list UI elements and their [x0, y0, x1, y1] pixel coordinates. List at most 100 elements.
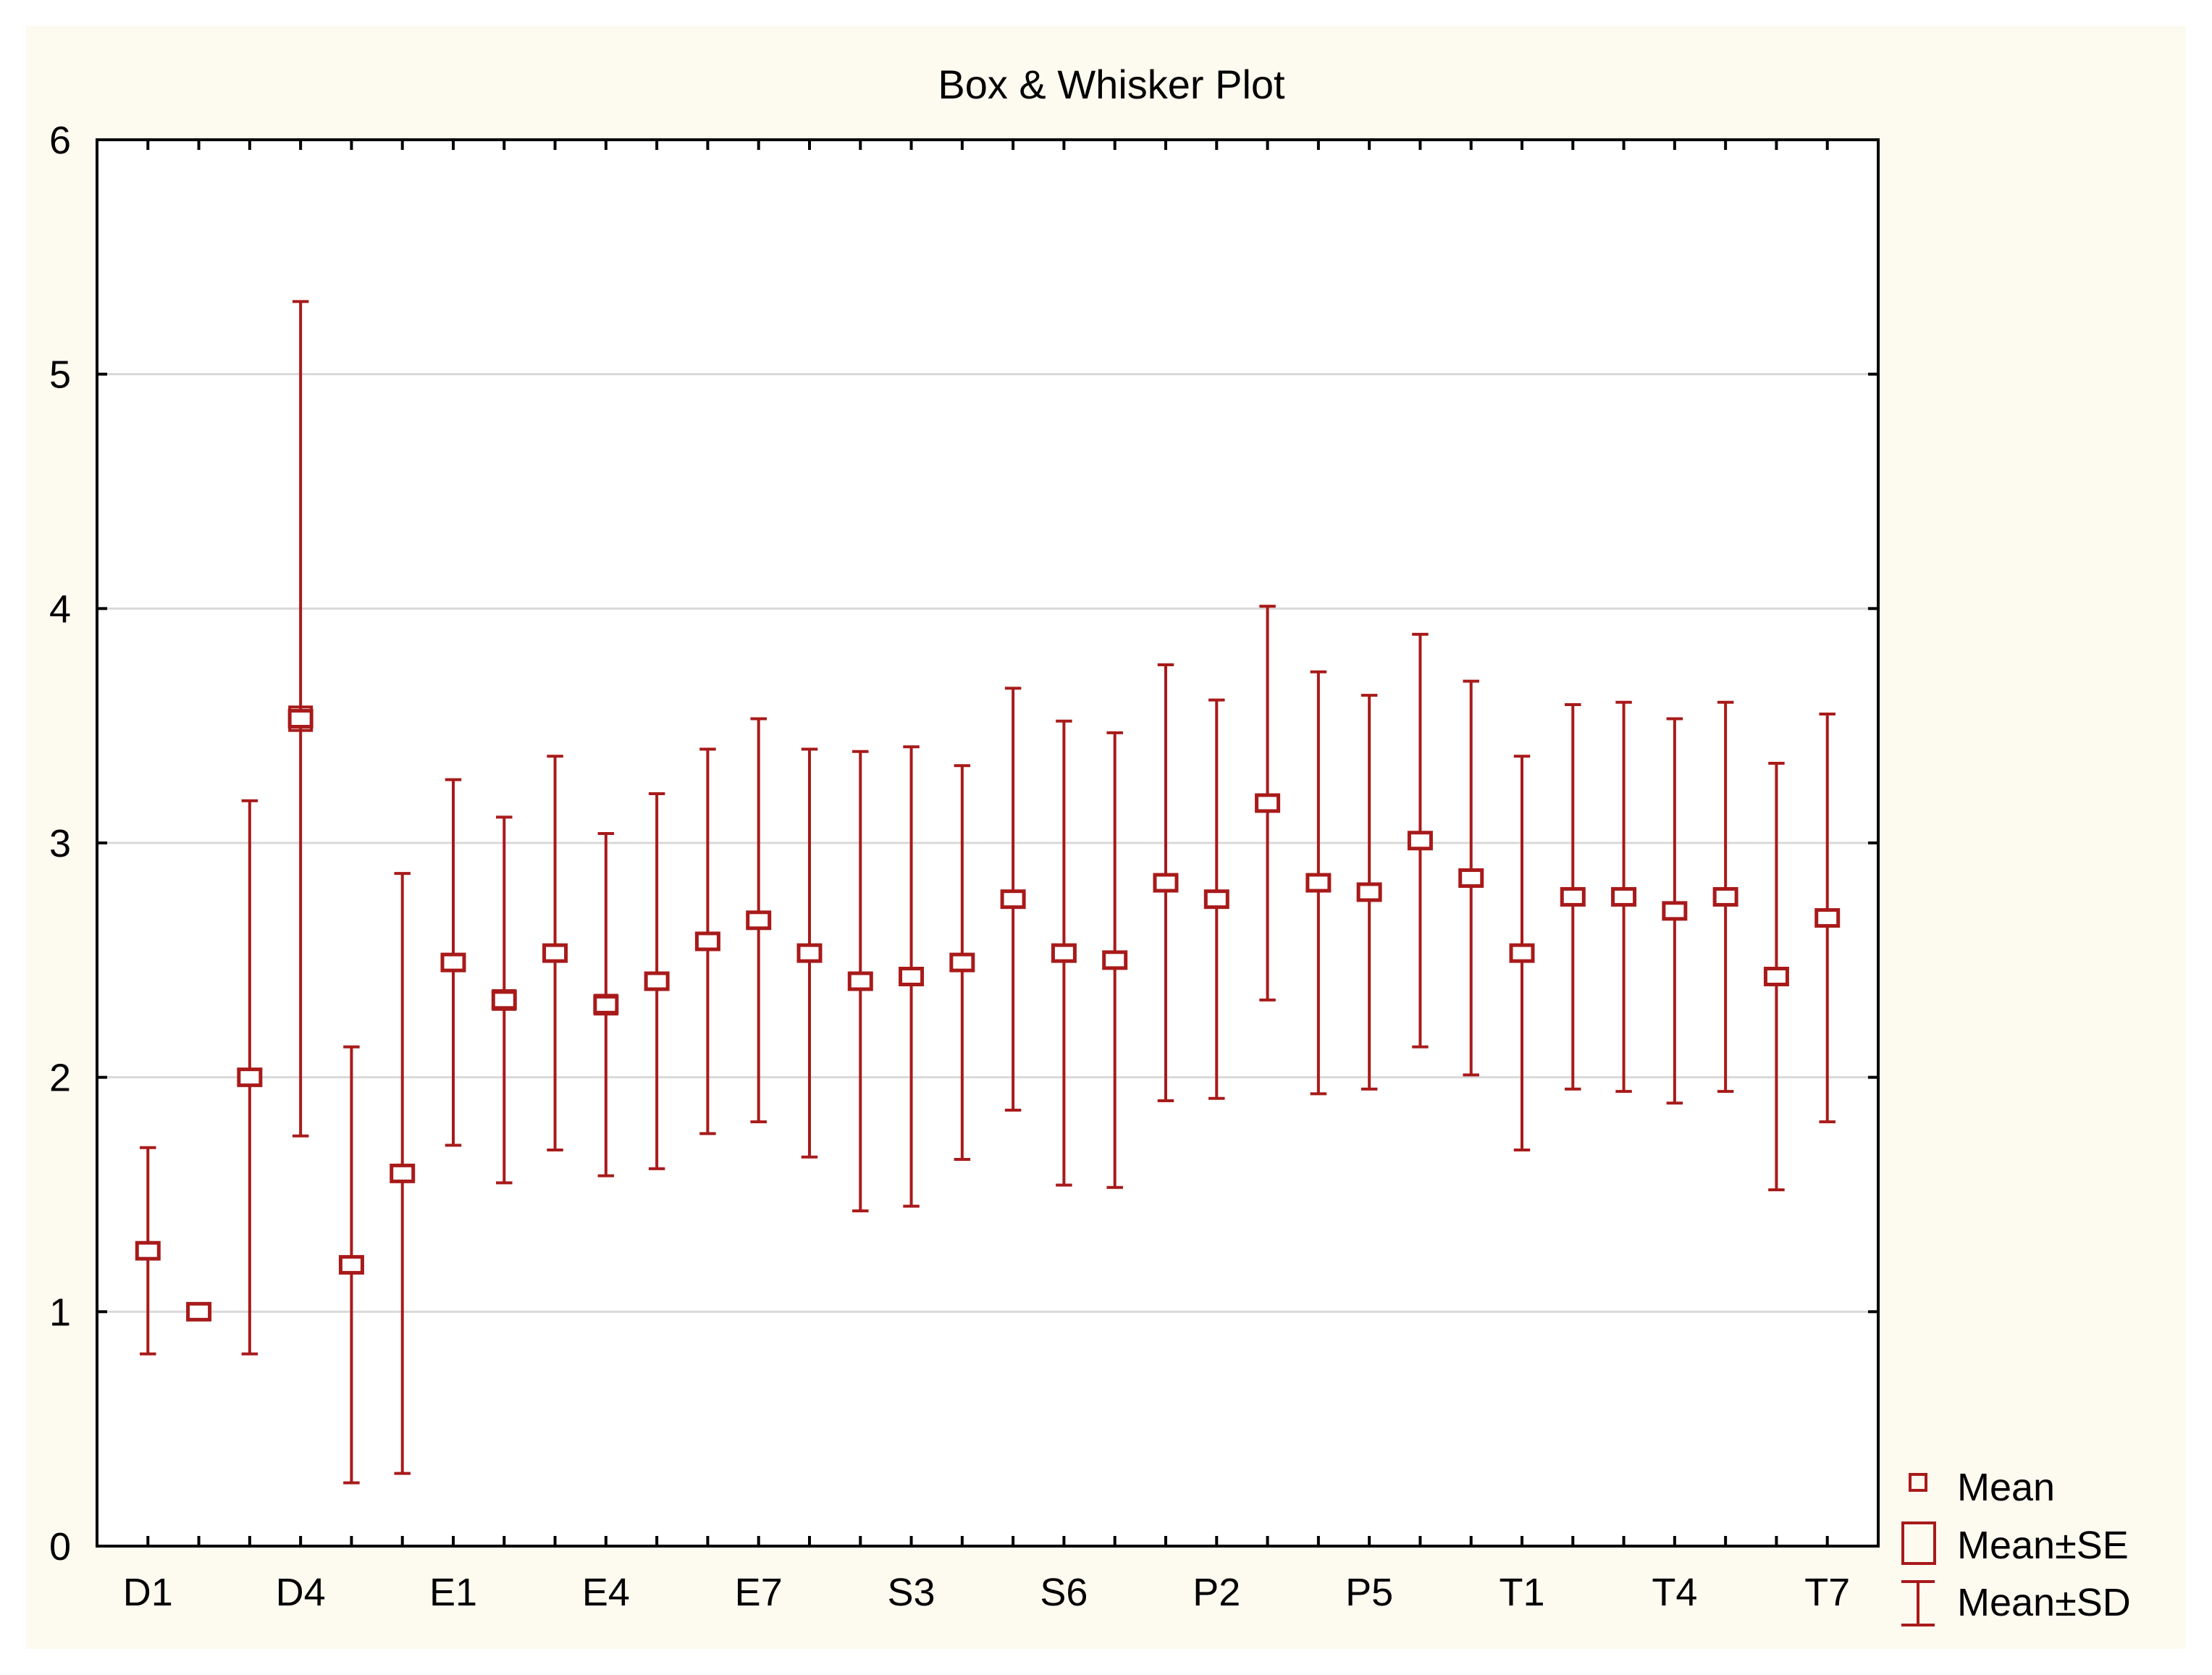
category-D2 — [186, 1301, 212, 1322]
data-series — [135, 300, 1841, 1485]
mean-marker — [1509, 943, 1535, 963]
mean-marker — [847, 971, 873, 991]
mean-marker — [186, 1301, 212, 1322]
legend-se-label: Mean±SE — [1957, 1524, 2129, 1567]
category-E2 — [491, 815, 517, 1185]
category-S4 — [949, 764, 975, 1161]
plot-frame — [96, 138, 1880, 1548]
mean-marker — [440, 952, 466, 973]
chart-title: Box & Whisker Plot — [938, 62, 1285, 107]
mean-marker — [287, 708, 314, 729]
mean-marker — [1560, 886, 1586, 907]
x-tick-label: E1 — [429, 1571, 477, 1614]
mean-marker — [1814, 908, 1841, 928]
category-E1 — [440, 778, 466, 1147]
mean-marker — [1153, 873, 1179, 893]
mean-marker — [746, 910, 772, 931]
category-P5 — [1356, 694, 1382, 1091]
mean-marker — [1051, 943, 1077, 963]
legend-mean-icon — [1909, 1473, 1927, 1492]
category-S5 — [1000, 687, 1026, 1112]
mean-marker — [491, 990, 517, 1010]
category-D1 — [135, 1146, 161, 1356]
y-tick-label: 5 — [49, 353, 71, 397]
category-S6 — [1051, 719, 1077, 1187]
x-tick-label: T7 — [1804, 1571, 1850, 1614]
mean-marker — [237, 1067, 263, 1088]
category-E4 — [593, 832, 619, 1177]
legend: Mean Mean±SE Mean±SD — [1901, 1466, 2131, 1626]
mean-marker — [1712, 886, 1738, 907]
category-T6 — [1763, 761, 1789, 1192]
mean-marker — [1611, 886, 1637, 907]
y-tick-label: 6 — [49, 119, 71, 162]
mean-marker — [1763, 966, 1789, 986]
category-E7 — [746, 717, 772, 1124]
mean-marker — [1305, 873, 1332, 893]
x-tick-label: E7 — [735, 1571, 783, 1614]
category-P2 — [1203, 698, 1229, 1100]
y-tick-label: 2 — [49, 1057, 71, 1100]
x-tick-label: D4 — [276, 1571, 326, 1614]
category-P3 — [1255, 605, 1281, 1002]
mean-marker — [1407, 831, 1433, 851]
category-T1 — [1509, 755, 1535, 1152]
x-tick-label: S3 — [888, 1571, 935, 1614]
category-S7 — [1102, 731, 1128, 1189]
mean-marker — [949, 952, 975, 973]
x-tick-label: P2 — [1193, 1571, 1240, 1614]
category-S2 — [847, 750, 873, 1213]
mean-marker — [1102, 950, 1128, 970]
mean-marker — [1255, 793, 1281, 813]
category-T3 — [1611, 700, 1637, 1093]
mean-marker — [1662, 901, 1688, 921]
category-S3 — [899, 745, 925, 1208]
x-tick-label: D1 — [123, 1571, 173, 1614]
y-tick-label: 3 — [49, 822, 71, 865]
mean-marker — [1000, 889, 1026, 910]
x-tick-label: S6 — [1040, 1571, 1088, 1614]
mean-marker — [135, 1240, 161, 1261]
mean-marker — [542, 943, 568, 963]
mean-marker — [644, 971, 670, 991]
mean-marker — [1203, 889, 1229, 910]
mean-marker — [593, 994, 619, 1015]
category-T2 — [1560, 703, 1586, 1091]
category-P4 — [1305, 670, 1332, 1096]
mean-marker — [390, 1163, 416, 1183]
category-E5 — [644, 792, 670, 1170]
category-P1 — [1153, 663, 1179, 1103]
category-T5 — [1712, 700, 1738, 1093]
category-E6 — [694, 747, 720, 1135]
category-D3 — [237, 799, 263, 1356]
category-D5 — [338, 1045, 364, 1485]
category-D6 — [390, 872, 416, 1475]
y-axis-tick-labels: 0 1 2 3 4 5 6 — [49, 119, 71, 1569]
mean-marker — [338, 1255, 364, 1275]
mean-marker — [694, 931, 720, 952]
y-tick-label: 0 — [49, 1525, 71, 1569]
category-P7 — [1458, 679, 1484, 1077]
x-tick-label: T4 — [1652, 1571, 1697, 1614]
category-D4 — [287, 300, 314, 1138]
mean-marker — [899, 966, 925, 986]
category-E3 — [542, 755, 568, 1152]
legend-mean-label: Mean — [1957, 1466, 2055, 1509]
mean-marker — [1458, 868, 1484, 889]
mean-marker — [796, 943, 823, 963]
x-tick-label: T1 — [1499, 1571, 1544, 1614]
mean-marker — [1356, 882, 1382, 902]
category-T7 — [1814, 712, 1841, 1124]
category-T4 — [1662, 717, 1688, 1105]
legend-sd-icon — [1901, 1580, 1935, 1626]
y-tick-label: 4 — [49, 587, 71, 631]
category-S1 — [796, 747, 823, 1159]
x-tick-label: E4 — [582, 1571, 630, 1614]
legend-se-icon — [1901, 1521, 1936, 1565]
legend-sd-label: Mean±SD — [1957, 1581, 2131, 1624]
y-tick-label: 1 — [49, 1290, 71, 1334]
grid-lines — [97, 373, 1878, 1313]
x-tick-label: P5 — [1345, 1571, 1393, 1614]
category-P6 — [1407, 632, 1433, 1049]
